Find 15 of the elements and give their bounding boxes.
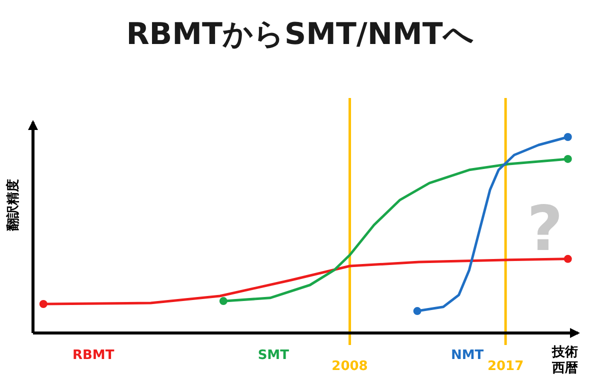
- point: [564, 254, 572, 263]
- point: [219, 297, 228, 306]
- xlabel: 技術西暦: [552, 345, 578, 376]
- point: [564, 133, 572, 141]
- point: [413, 307, 422, 316]
- point: [564, 154, 572, 163]
- text: NMT: [450, 348, 484, 363]
- point: [39, 300, 48, 308]
- text: RBMT: [72, 348, 114, 363]
- x-tick-label: 2017: [487, 359, 524, 374]
- annotation: ?: [527, 192, 563, 265]
- chart-title: RBMTからSMT/NMTへ: [126, 17, 474, 52]
- text: SMT: [258, 348, 290, 363]
- x-tick-label: 2008: [332, 359, 368, 374]
- y-axis-title: 翻訳精度: [5, 179, 21, 232]
